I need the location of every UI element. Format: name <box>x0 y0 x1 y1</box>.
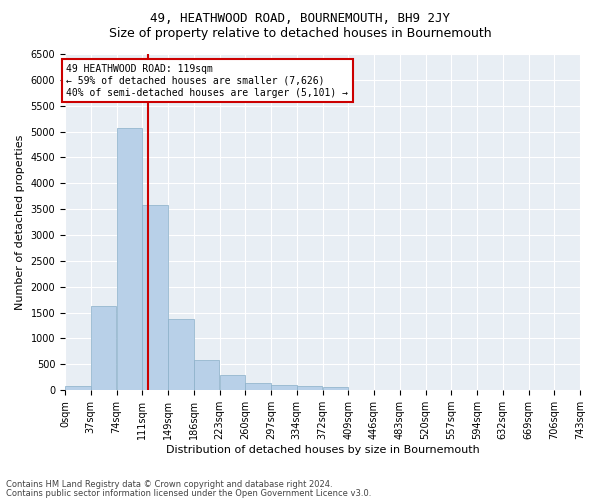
Text: 49, HEATHWOOD ROAD, BOURNEMOUTH, BH9 2JY: 49, HEATHWOOD ROAD, BOURNEMOUTH, BH9 2JY <box>150 12 450 26</box>
Bar <box>323 388 348 390</box>
X-axis label: Distribution of detached houses by size in Bournemouth: Distribution of detached houses by size … <box>166 445 479 455</box>
Bar <box>297 386 322 390</box>
Bar <box>116 128 142 390</box>
Text: 49 HEATHWOOD ROAD: 119sqm
← 59% of detached houses are smaller (7,626)
40% of se: 49 HEATHWOOD ROAD: 119sqm ← 59% of detac… <box>67 64 349 98</box>
Bar <box>271 385 296 390</box>
Bar <box>91 306 116 390</box>
Bar <box>220 376 245 390</box>
Bar <box>194 360 220 390</box>
Bar <box>142 206 168 390</box>
Text: Size of property relative to detached houses in Bournemouth: Size of property relative to detached ho… <box>109 28 491 40</box>
Text: Contains HM Land Registry data © Crown copyright and database right 2024.: Contains HM Land Registry data © Crown c… <box>6 480 332 489</box>
Bar <box>65 386 91 390</box>
Bar <box>168 319 194 390</box>
Y-axis label: Number of detached properties: Number of detached properties <box>15 134 25 310</box>
Text: Contains public sector information licensed under the Open Government Licence v3: Contains public sector information licen… <box>6 489 371 498</box>
Bar <box>245 384 271 390</box>
